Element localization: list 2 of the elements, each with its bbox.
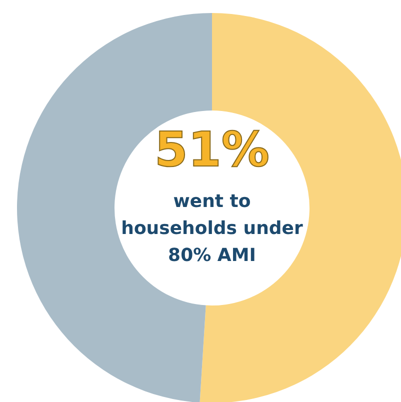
text: 51% — [154, 122, 270, 178]
text: went to households under 80% AMI — [120, 190, 304, 268]
